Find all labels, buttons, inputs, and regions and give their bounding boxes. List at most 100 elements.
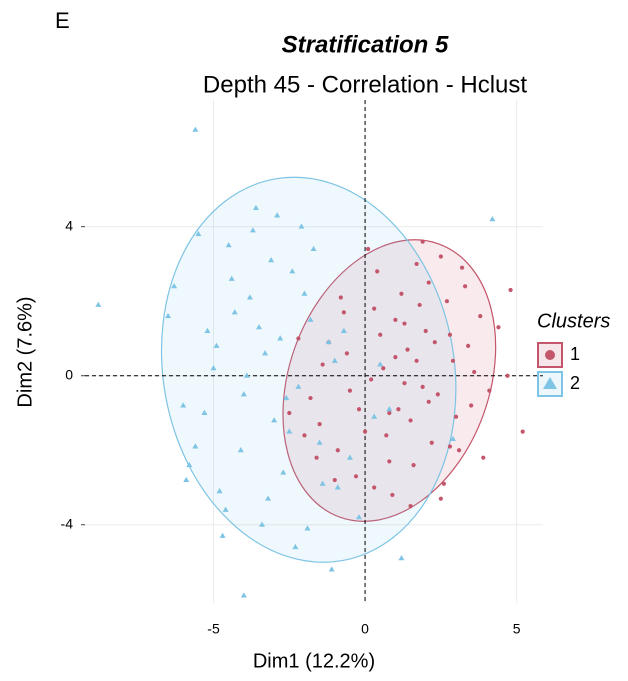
point <box>314 455 319 460</box>
point <box>408 504 413 509</box>
point <box>240 391 247 397</box>
chart-title: Stratification 5 <box>282 31 449 58</box>
point <box>328 566 335 572</box>
point <box>487 388 492 393</box>
point <box>280 469 287 475</box>
point <box>183 476 190 483</box>
legend-label: 1 <box>570 344 580 364</box>
point <box>219 532 226 538</box>
point <box>381 366 386 371</box>
legend-symbol <box>545 350 555 360</box>
point <box>396 407 401 412</box>
point <box>287 410 292 416</box>
point <box>393 317 398 322</box>
point <box>429 440 434 445</box>
point <box>478 314 483 319</box>
point <box>240 592 247 598</box>
point <box>417 302 422 308</box>
point <box>369 377 374 382</box>
point <box>334 484 341 490</box>
point <box>405 347 410 352</box>
y-tick-label: -4 <box>61 515 74 531</box>
point <box>520 429 525 434</box>
point <box>463 284 468 289</box>
point <box>259 521 266 527</box>
point <box>246 294 253 300</box>
x-tick-label: 5 <box>513 621 521 637</box>
point <box>378 332 383 337</box>
point <box>377 361 384 367</box>
point <box>459 265 465 270</box>
point <box>277 335 284 341</box>
point <box>243 372 250 378</box>
point <box>508 287 513 293</box>
x-tick-label: -5 <box>207 621 220 637</box>
point <box>384 433 389 438</box>
point <box>338 295 343 300</box>
point <box>420 384 425 389</box>
point <box>414 261 419 267</box>
point <box>372 485 377 490</box>
point <box>375 269 380 274</box>
point <box>225 242 232 248</box>
point <box>447 332 453 337</box>
point <box>386 406 393 412</box>
point <box>366 246 371 252</box>
point <box>387 410 392 416</box>
point <box>423 328 428 334</box>
point <box>192 443 199 449</box>
point <box>319 480 326 486</box>
x-axis-label: Dim1 (12.2%) <box>253 650 375 672</box>
point <box>165 312 172 319</box>
point <box>414 358 419 363</box>
point <box>398 555 405 561</box>
point <box>340 327 347 334</box>
point <box>362 429 368 434</box>
point <box>438 496 443 501</box>
point <box>472 369 477 375</box>
point <box>346 454 353 460</box>
point <box>308 395 313 401</box>
point <box>496 325 501 330</box>
point <box>192 126 199 132</box>
point <box>316 439 323 445</box>
point <box>201 409 208 415</box>
point <box>228 275 235 281</box>
point <box>222 506 229 512</box>
point <box>180 402 187 408</box>
point <box>289 268 296 274</box>
point <box>402 381 407 386</box>
point <box>441 481 446 486</box>
point <box>344 351 349 356</box>
legend-title: Clusters <box>537 310 610 332</box>
chart-subtitle: Depth 45 - Correlation - Hclust <box>203 71 527 98</box>
legend-label: 2 <box>570 373 580 393</box>
point <box>450 358 456 363</box>
point <box>296 336 301 341</box>
point <box>271 417 278 423</box>
point <box>274 212 281 218</box>
point <box>489 216 496 222</box>
point <box>95 301 102 307</box>
y-tick-label: 0 <box>65 366 73 382</box>
point <box>325 338 332 345</box>
point <box>481 455 486 460</box>
point <box>426 280 431 285</box>
point <box>347 388 353 393</box>
point <box>317 422 322 427</box>
point <box>231 309 238 315</box>
point <box>371 413 378 419</box>
point <box>356 407 362 412</box>
point <box>310 245 317 252</box>
point <box>438 254 443 259</box>
point <box>447 444 453 449</box>
point <box>426 399 431 404</box>
point <box>268 257 275 263</box>
x-tick-label: 0 <box>361 621 369 637</box>
point <box>307 316 314 322</box>
point <box>283 394 290 401</box>
point <box>341 310 346 315</box>
point <box>356 514 363 520</box>
point <box>393 354 398 360</box>
